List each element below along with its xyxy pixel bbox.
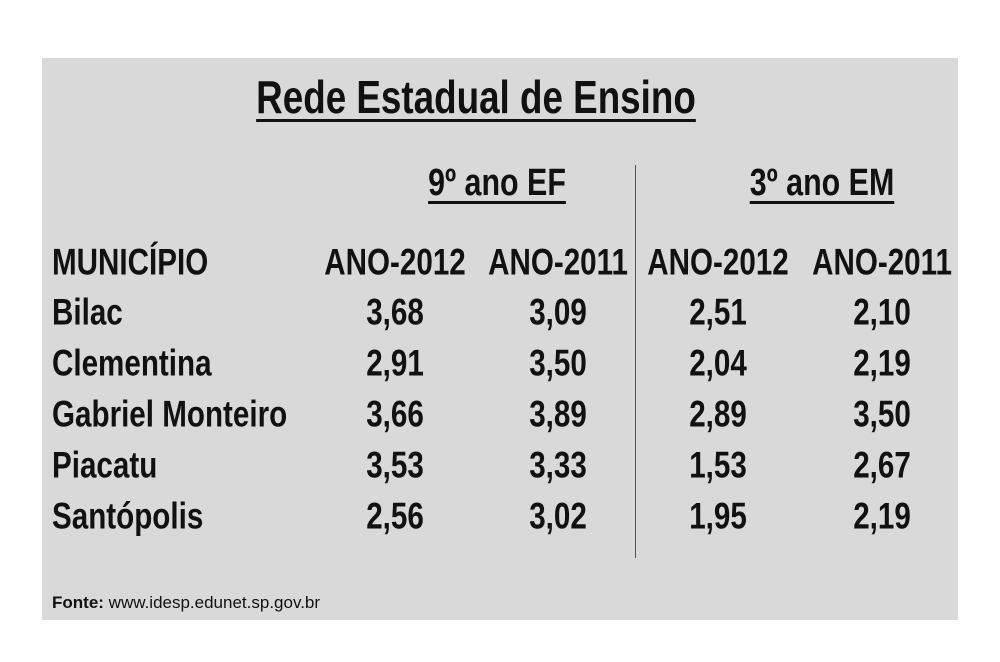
- row-label: Piacatu: [52, 444, 158, 486]
- cell: 2,67: [853, 444, 911, 486]
- cell: 1,95: [689, 495, 747, 537]
- row-label: Gabriel Monteiro: [52, 393, 288, 435]
- cell: 2,56: [366, 495, 424, 537]
- column-header: ANO-2012: [324, 241, 466, 283]
- cell: 1,53: [689, 444, 747, 486]
- cell: 2,51: [689, 291, 747, 333]
- cell: 3,66: [366, 393, 424, 435]
- cell: 3,68: [366, 291, 424, 333]
- cell: 2,04: [689, 342, 747, 384]
- source: Fonte: www.idesp.edunet.sp.gov.br: [52, 593, 320, 613]
- cell: 3,09: [529, 291, 587, 333]
- cell: 3,50: [529, 342, 587, 384]
- cell: 3,02: [529, 495, 587, 537]
- source-text: www.idesp.edunet.sp.gov.br: [108, 593, 321, 612]
- column-divider: [635, 165, 636, 558]
- cell: 2,19: [853, 495, 911, 537]
- cell: 2,19: [853, 342, 911, 384]
- panel: [42, 58, 958, 620]
- column-header: ANO-2011: [488, 241, 628, 283]
- cell: 2,89: [689, 393, 747, 435]
- cell: 3,89: [529, 393, 587, 435]
- column-header: MUNICÍPIO: [52, 241, 209, 283]
- row-label: Clementina: [52, 342, 212, 384]
- row-label: Santópolis: [52, 495, 204, 537]
- cell: 3,53: [366, 444, 424, 486]
- column-header: ANO-2011: [812, 241, 952, 283]
- cell: 3,50: [853, 393, 911, 435]
- group-header: 3º ano EM: [749, 162, 895, 204]
- group-header: 9º ano EF: [428, 162, 566, 204]
- row-label: Bilac: [52, 291, 123, 333]
- title: Rede Estadual de Ensino: [256, 71, 696, 123]
- cell: 3,33: [529, 444, 587, 486]
- cell: 2,10: [853, 291, 911, 333]
- source-label: Fonte:: [52, 593, 104, 612]
- cell: 2,91: [366, 342, 424, 384]
- column-header: ANO-2012: [647, 241, 789, 283]
